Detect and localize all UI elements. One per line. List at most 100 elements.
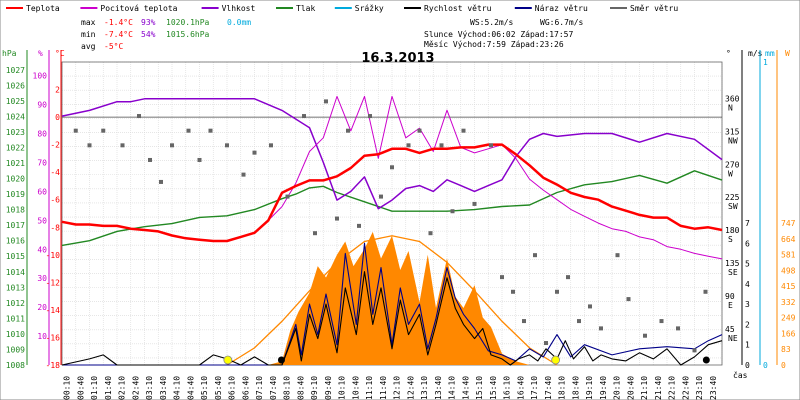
c-tick: 2 <box>55 86 60 95</box>
mm-axis-title: mm <box>765 49 775 58</box>
wind-dir-point <box>197 157 202 162</box>
wind-dir-point <box>324 99 328 104</box>
time-tick: 04:10 <box>173 376 182 400</box>
w-tick: 747 <box>781 219 796 228</box>
time-tick: 17:40 <box>544 376 553 400</box>
hpa-tick: 1008 <box>6 361 25 370</box>
time-tick: 06:40 <box>241 376 250 400</box>
deg-tick: 90 <box>725 292 735 301</box>
pct-tick: 30 <box>37 274 47 283</box>
c-tick: -8 <box>50 223 60 232</box>
w-tick: 415 <box>781 282 796 291</box>
w-tick: 0 <box>781 361 786 370</box>
ms-tick: 2 <box>745 320 750 329</box>
wind-gust-line <box>62 242 723 366</box>
c-tick: -6 <box>50 196 60 205</box>
pct-tick: 10 <box>37 332 47 341</box>
time-tick: 00:10 <box>63 376 72 400</box>
hpa-tick: 1025 <box>6 97 25 106</box>
wind-dir-point <box>137 114 141 119</box>
c-tick: 0 <box>55 113 60 122</box>
pct-tick: 20 <box>37 303 47 312</box>
legend-label: Náraz větru <box>535 4 588 13</box>
stats-min-temp: -7.4°C <box>104 30 133 39</box>
wind-dir-point <box>368 114 372 119</box>
time-tick: 21:40 <box>654 376 663 400</box>
wind-dir-point <box>335 216 339 221</box>
deg-tick-dir: SW <box>728 202 738 211</box>
wind-dir-point <box>313 231 317 236</box>
time-tick: 09:10 <box>310 376 319 400</box>
stats-max-rain: 0.0mm <box>227 18 251 27</box>
time-tick: 16:40 <box>516 376 525 400</box>
wind-dir-point <box>643 333 647 338</box>
c-tick: -4 <box>50 168 60 177</box>
deg-tick: 225 <box>725 193 740 202</box>
time-tick: 01:10 <box>90 376 99 400</box>
deg-tick: 45 <box>725 325 735 334</box>
c-tick: -16 <box>46 333 61 342</box>
c-tick: -2 <box>50 141 60 150</box>
deg-tick-dir: NW <box>728 136 738 145</box>
hpa-tick: 1019 <box>6 190 25 199</box>
time-tick: 22:40 <box>681 376 690 400</box>
wind-dir-point <box>170 143 174 148</box>
wind-wg: WG:6.7m/s <box>540 18 584 27</box>
w-tick: 581 <box>781 251 796 260</box>
wind-dir-point <box>87 143 92 148</box>
pct-tick: 70 <box>37 158 47 167</box>
c-tick: -14 <box>46 306 61 315</box>
time-tick: 07:10 <box>255 376 264 400</box>
pct-tick: 80 <box>37 130 47 139</box>
w-tick: 332 <box>781 298 796 307</box>
wind-dir-point <box>703 289 708 294</box>
time-tick: 13:40 <box>434 376 443 400</box>
hpa-axis-title: hPa <box>2 49 17 58</box>
solar-area <box>62 231 722 365</box>
hpa-tick: 1026 <box>6 81 25 90</box>
ms-tick: 3 <box>745 300 750 309</box>
mm-tick: 0 <box>763 361 768 370</box>
ms-tick: 5 <box>745 260 750 269</box>
deg-tick: 315 <box>725 127 740 136</box>
time-tick: 14:40 <box>461 376 470 400</box>
stats-max-temp: -1.4°C <box>104 18 133 27</box>
stats-max-hum: 93% <box>141 18 156 27</box>
wind-dir-point <box>269 143 273 148</box>
hpa-tick: 1012 <box>6 299 25 308</box>
moon-info: Měsíc Východ:7:59 Západ:23:26 <box>424 40 564 49</box>
time-tick: 00:40 <box>76 376 85 400</box>
time-tick: 17:10 <box>530 376 539 400</box>
hpa-tick: 1021 <box>6 159 25 168</box>
temperature-line <box>61 143 723 243</box>
wind-dir-point <box>357 223 361 228</box>
deg-tick-dir: E <box>728 301 733 310</box>
time-tick: 22:10 <box>668 376 677 400</box>
time-tick: 12:10 <box>393 376 402 400</box>
time-tick: 05:40 <box>214 376 223 400</box>
wind-dir-point <box>439 143 444 148</box>
wind-dir-point <box>500 275 504 280</box>
deg-tick-dir: W <box>728 169 733 178</box>
pct-tick: 60 <box>37 187 47 196</box>
deg-tick-dir: N <box>728 103 733 112</box>
deg-tick: 180 <box>725 226 740 235</box>
c-tick: -18 <box>46 361 61 370</box>
time-tick: 19:40 <box>599 376 608 400</box>
time-tick: 15:10 <box>475 376 484 400</box>
wind-dir-point <box>417 128 422 133</box>
plot-area <box>61 61 723 366</box>
wind-dir-point <box>489 143 493 148</box>
sun-info: Slunce Východ:06:02 Západ:17:57 <box>424 30 573 39</box>
time-tick: 13:10 <box>420 376 429 400</box>
time-tick: 20:10 <box>613 376 622 400</box>
wind-dir-point <box>120 143 125 148</box>
wind-dir-point <box>241 172 246 177</box>
legend-label: Pocitová teplota <box>100 4 177 13</box>
deg-tick: 135 <box>725 259 740 268</box>
ms-tick: 1 <box>745 341 750 350</box>
wind-dir-point <box>450 209 455 214</box>
stats-max-press: 1020.1hPa <box>166 18 210 27</box>
stats-block: max -1.4°C 93% 1020.1hPa 0.0mm min -7.4°C 54% 10… <box>81 18 584 51</box>
